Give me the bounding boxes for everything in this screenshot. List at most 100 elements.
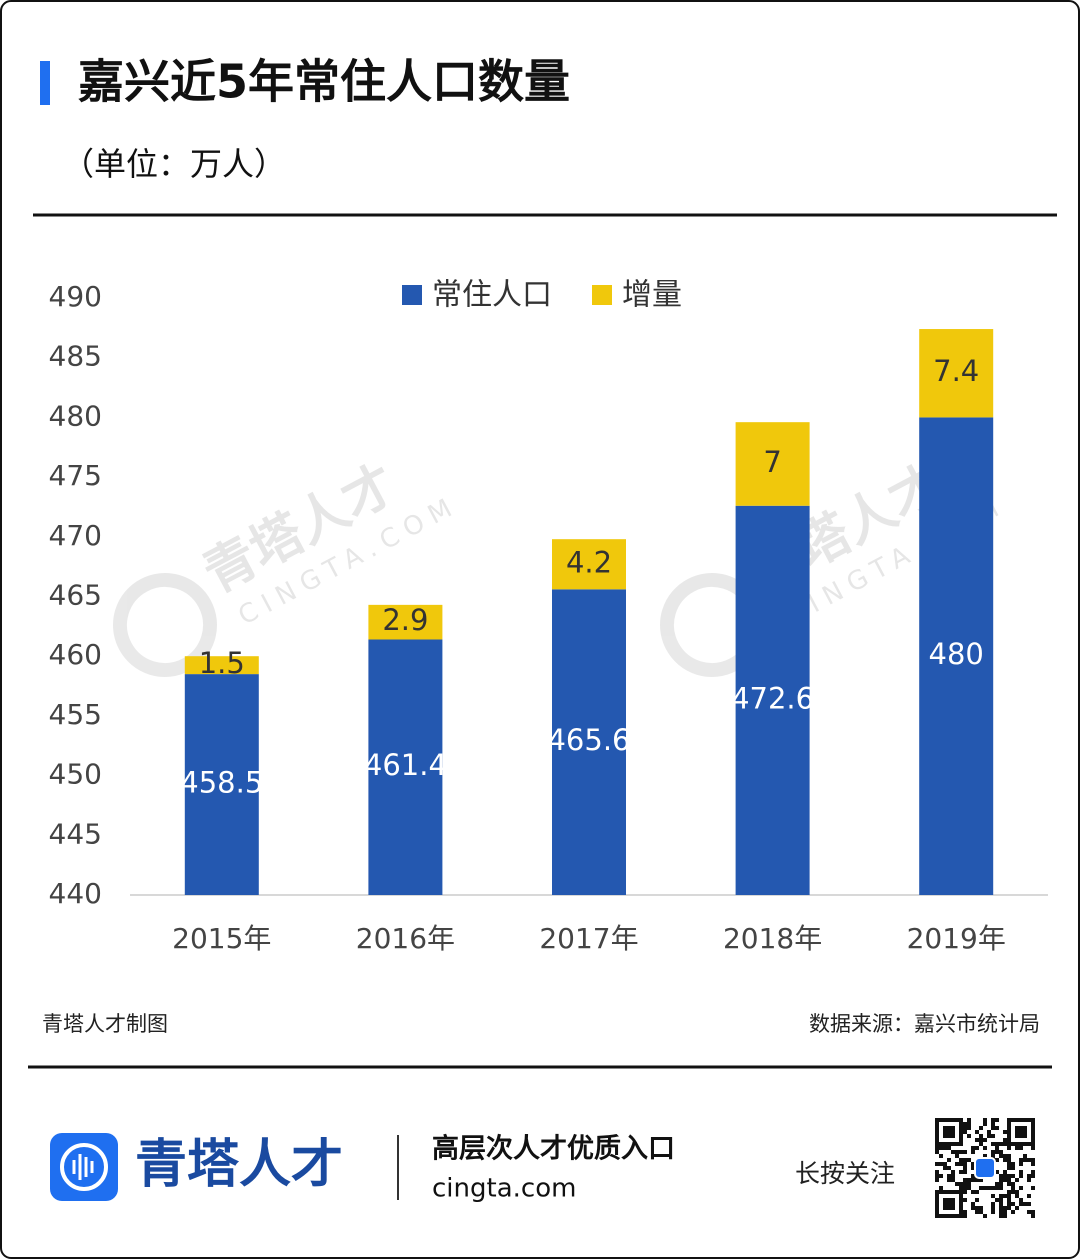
qr-cell: [971, 1190, 975, 1194]
qr-cell: [995, 1142, 999, 1146]
qr-cell: [1007, 1154, 1011, 1158]
x-tick-label: 2016年: [356, 922, 455, 955]
qr-cell: [979, 1126, 983, 1130]
qr-cell: [1031, 1158, 1035, 1162]
qr-cell: [995, 1182, 999, 1186]
qr-cell: [1019, 1146, 1023, 1150]
qr-cell: [963, 1190, 967, 1194]
qr-cell: [971, 1146, 975, 1150]
qr-cell: [935, 1178, 939, 1182]
qr-cell: [935, 1162, 939, 1166]
data-label: 458.5: [180, 766, 263, 800]
qr-cell: [999, 1202, 1003, 1206]
qr-cell: [1007, 1190, 1011, 1194]
qr-cell: [971, 1202, 975, 1206]
qr-cell: [1031, 1170, 1035, 1174]
qr-cell: [991, 1210, 995, 1214]
qr-cell: [1003, 1170, 1007, 1174]
data-label: 7.4: [933, 354, 979, 388]
x-tick-label: 2015年: [172, 922, 271, 955]
bar-segment: [184, 674, 259, 895]
qr-finder: [935, 1190, 963, 1218]
qr-cell: [1027, 1194, 1031, 1198]
qr-cell: [1003, 1142, 1007, 1146]
data-label: 1.5: [199, 646, 245, 680]
brand-logo: [50, 1133, 118, 1201]
qr-cell: [963, 1122, 967, 1126]
qr-cell: [939, 1174, 943, 1178]
qr-cell: [959, 1170, 963, 1174]
qr-cell: [1031, 1146, 1035, 1150]
qr-cell: [979, 1138, 983, 1142]
qr-cell: [995, 1126, 999, 1130]
qr-cell: [991, 1206, 995, 1210]
qr-cell: [963, 1198, 967, 1202]
qr-cell: [983, 1214, 987, 1218]
qr-cell: [995, 1146, 999, 1150]
qr-cell: [959, 1158, 963, 1162]
credit: 青塔人才制图: [42, 1012, 168, 1036]
qr-cell: [987, 1134, 991, 1138]
qr-cell: [943, 1146, 947, 1150]
qr-cell: [999, 1150, 1003, 1154]
qr-cell: [987, 1186, 991, 1190]
qr-cell: [991, 1154, 995, 1158]
qr-cell: [971, 1206, 975, 1210]
qr-cell: [1011, 1166, 1015, 1170]
qr-cell: [943, 1162, 947, 1166]
qr-cell: [987, 1130, 991, 1134]
y-tick-label: 485: [49, 340, 102, 373]
qr-finder-core: [943, 1126, 955, 1138]
qr-cell: [955, 1150, 959, 1154]
qr-cell: [1007, 1174, 1011, 1178]
qr-cell: [947, 1146, 951, 1150]
brand-name: 青塔人才: [135, 1135, 343, 1195]
qr-cell: [1015, 1146, 1019, 1150]
qr-cell: [991, 1118, 995, 1122]
qr-cell: [999, 1174, 1003, 1178]
plot: 440 445 450 455 460 465 470 475 480 485 490 常住人口 增量 2…: [49, 278, 1048, 955]
qr-cell: [991, 1142, 995, 1146]
qr-cell: [975, 1190, 979, 1194]
qr-cell: [939, 1154, 943, 1158]
qr-cell: [971, 1162, 975, 1166]
data-label: 7: [763, 445, 781, 479]
bar-segment: [552, 539, 626, 590]
qr-cell: [975, 1130, 979, 1134]
legend-label: 增量: [622, 278, 682, 313]
qr-cell: [979, 1142, 983, 1146]
qr-cell: [999, 1210, 1003, 1214]
bar-segment: [919, 329, 994, 418]
qr-cell: [1011, 1162, 1015, 1166]
qr-cell: [1007, 1178, 1011, 1182]
qr-cell: [983, 1146, 987, 1150]
qr-code: [935, 1118, 1035, 1218]
qr-cell: [1007, 1162, 1011, 1166]
x-tick-label: 2018年: [723, 922, 822, 955]
data-label: 2.9: [382, 603, 428, 637]
qr-cell: [991, 1134, 995, 1138]
qr-cell: [1015, 1194, 1019, 1198]
qr-cell: [971, 1178, 975, 1182]
bar-segment: [552, 589, 626, 895]
qr-cell: [947, 1158, 951, 1162]
data-label: 4.2: [566, 545, 612, 579]
qr-cell: [959, 1150, 963, 1154]
qr-cell: [1007, 1198, 1011, 1202]
qr-cell: [963, 1186, 967, 1190]
qr-cell: [955, 1182, 959, 1186]
qr-cell: [1027, 1174, 1031, 1178]
qr-cell: [975, 1198, 979, 1202]
qr-cell: [1011, 1182, 1015, 1186]
qr-cell: [991, 1126, 995, 1130]
qr-cell: [967, 1122, 971, 1126]
qr-cell: [935, 1174, 939, 1178]
qr-cell: [955, 1154, 959, 1158]
qr-cell: [995, 1198, 999, 1202]
bar-segment: [735, 505, 810, 895]
bar-segment: [184, 656, 259, 675]
y-tick-label: 480: [49, 399, 102, 432]
qr-cell: [1003, 1138, 1007, 1142]
qr-cell: [991, 1202, 995, 1206]
